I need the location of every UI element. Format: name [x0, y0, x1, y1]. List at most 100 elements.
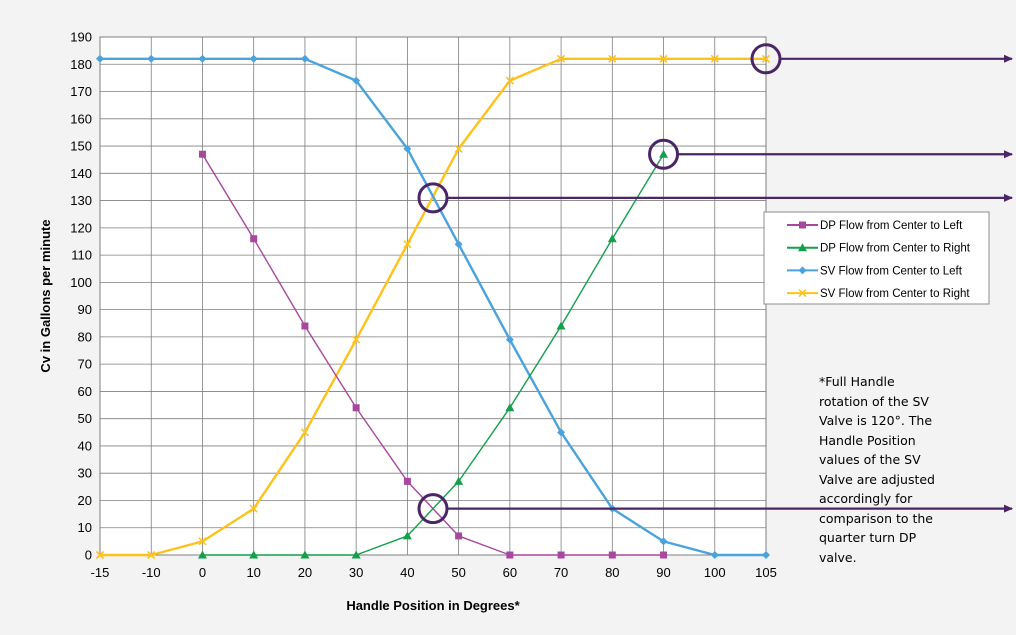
- annotations: [417, 43, 1013, 525]
- data-point: [403, 144, 412, 153]
- data-point: [95, 550, 105, 560]
- footnote-line: accordingly for: [819, 491, 913, 506]
- data-point: [454, 240, 463, 249]
- data-point: [455, 532, 463, 540]
- y-tick-label: 40: [78, 438, 92, 453]
- y-tick-label: 80: [78, 329, 92, 344]
- footnote: *Full Handle rotation of the SV Valve is 1…: [819, 372, 954, 567]
- data-point: [352, 404, 360, 412]
- y-tick-label: 150: [70, 139, 92, 154]
- data-point: [402, 531, 412, 540]
- data-point: [761, 54, 771, 63]
- marker-stroke: [557, 54, 566, 63]
- legend-label: DP Flow from Center to Right: [820, 243, 971, 255]
- y-tick-label: 190: [70, 30, 92, 45]
- data-point: [608, 551, 616, 559]
- data-point: [300, 550, 310, 559]
- footnote-line: *Full Handle: [819, 374, 895, 389]
- data-point: [556, 321, 566, 330]
- legend-swatch-marker: [798, 243, 807, 252]
- y-tick-label: 60: [78, 384, 92, 399]
- y-tick-label: 0: [85, 548, 92, 563]
- legend-swatch-marker: [798, 289, 807, 298]
- data-point: [352, 76, 361, 85]
- legend-item: SV Flow from Center to Left: [787, 265, 963, 277]
- y-axis-title: Cv in Gallons per minute: [38, 219, 53, 372]
- data-point: [300, 54, 309, 63]
- legend-swatch-marker: [799, 221, 806, 229]
- data-point: [454, 144, 463, 153]
- annotation: [417, 493, 1013, 525]
- data-point: [249, 550, 259, 559]
- data-point: [557, 54, 566, 63]
- series-2: [197, 149, 669, 559]
- data-point: [198, 150, 206, 158]
- data-point: [762, 551, 770, 559]
- footnote-line: quarter turn DP: [819, 530, 917, 545]
- y-tick-label: 70: [78, 357, 92, 372]
- y-tick-label: 20: [78, 493, 92, 508]
- data-point: [607, 234, 617, 243]
- data-point: [659, 537, 668, 546]
- data-point: [659, 54, 668, 63]
- marker-stroke: [147, 550, 156, 560]
- legend-label: DP Flow from Center to Left: [820, 220, 963, 232]
- y-tick-label: 130: [70, 193, 92, 208]
- grid: [99, 36, 767, 556]
- footnote-line: rotation of the SV: [819, 393, 929, 409]
- y-tick-label: 30: [78, 466, 92, 481]
- x-tick-label: 30: [349, 565, 363, 580]
- data-point: [660, 551, 668, 559]
- data-point: [505, 335, 514, 344]
- marker-stroke: [249, 504, 258, 513]
- y-tick-label: 180: [70, 57, 92, 72]
- data-point: [249, 504, 258, 513]
- data-point: [608, 54, 617, 63]
- legend-item: DP Flow from Center to Left: [787, 220, 963, 232]
- footnote-line: Handle Position: [819, 432, 916, 448]
- data-point: [659, 149, 669, 158]
- data-point: [710, 54, 719, 63]
- annotation: [648, 138, 1013, 170]
- series-line: [100, 57, 766, 557]
- x-tick-label: 20: [298, 565, 312, 580]
- data-point: [300, 428, 309, 437]
- y-tick-label: 160: [70, 111, 92, 126]
- data-point: [249, 54, 258, 63]
- x-tick-label: 90: [656, 565, 670, 580]
- x-tick-label: 105: [755, 565, 777, 580]
- data-point: [198, 54, 207, 63]
- legend-item: SV Flow from Center to Right: [787, 288, 970, 300]
- marker-stroke: [505, 76, 514, 85]
- x-tick-label: 40: [400, 565, 414, 580]
- marker-stroke: [198, 537, 207, 546]
- marker-stroke: [454, 144, 463, 153]
- marker-stroke: [403, 240, 412, 249]
- y-tick-label: 50: [78, 411, 92, 426]
- series: [95, 54, 771, 560]
- legend: DP Flow from Center to Left DP Flow from …: [763, 211, 990, 305]
- footnote-line: values of the SV: [819, 452, 921, 467]
- data-point: [147, 550, 156, 560]
- marker-stroke: [710, 54, 719, 63]
- footnote-line: comparison to the: [819, 510, 933, 526]
- data-point: [403, 477, 411, 485]
- y-tick-label: 10: [78, 520, 92, 535]
- data-point: [301, 322, 309, 330]
- footnote-line: Valve is 120°. The: [819, 413, 933, 428]
- y-tick-label: 170: [70, 84, 92, 99]
- marker-stroke: [659, 54, 668, 63]
- marker-stroke: [608, 54, 617, 63]
- y-tick-label: 120: [70, 220, 92, 235]
- data-point: [710, 551, 719, 559]
- x-tick-label: 100: [704, 565, 726, 580]
- legend-label: SV Flow from Center to Right: [820, 288, 970, 300]
- annotation: [417, 182, 1013, 214]
- data-point: [505, 403, 515, 412]
- y-tick-label: 140: [70, 166, 92, 181]
- data-point: [557, 551, 565, 559]
- y-tick-label: 110: [71, 248, 92, 263]
- footnote-line: Valve are adjusted: [819, 471, 935, 487]
- data-point: [403, 240, 412, 249]
